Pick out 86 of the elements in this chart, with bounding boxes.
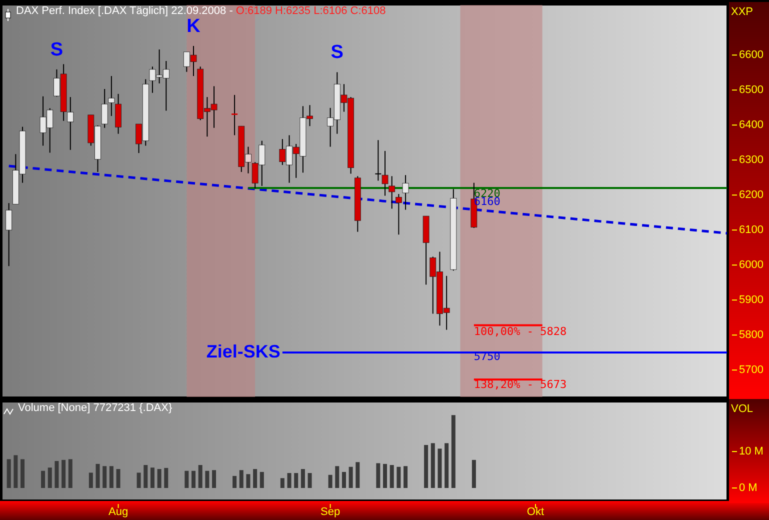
y-tick-label: 5800 [739,329,764,342]
bar [96,464,100,488]
bar [192,470,196,488]
bar [253,469,258,488]
annotation: Ziel-SKS [206,342,280,362]
annotation: S [50,39,64,60]
bar [150,468,154,488]
bar [280,478,284,488]
y-tick-label: 0 M [739,482,758,494]
y-tick-label: 6400 [739,119,764,132]
y-tick-label: 6300 [739,154,764,166]
bar [198,465,202,488]
annotation: 100,00% - 5828 [474,325,567,338]
y-tick-label: 6600 [739,49,764,62]
bar [20,459,25,488]
candlestick [232,94,238,136]
bar [424,444,428,488]
bar [472,460,476,488]
bar [430,443,435,488]
y-tick-label: 10 M [739,446,764,458]
y-tick-label: 6100 [739,224,764,236]
bar [62,460,66,488]
bar [438,448,442,488]
bar [164,468,168,488]
bar [48,468,52,488]
y-tick-label: 6000 [739,259,764,272]
bar [287,473,292,488]
bar [444,443,449,488]
bar [205,470,210,488]
bar [184,470,189,488]
bar [157,469,162,488]
candlestick [67,96,74,150]
bar [239,470,244,488]
bar [144,465,148,488]
x-tick-label: Sep [320,506,340,518]
bar [294,473,298,488]
bar [109,466,114,488]
y-tick-label: 6200 [739,189,764,202]
candlestick [375,140,382,182]
bar [41,470,46,488]
candlestick [396,194,402,236]
bar [328,474,332,488]
candlestick [388,176,396,210]
candlestick [108,76,115,116]
bar [396,466,401,488]
annotation: 5750 [474,350,500,364]
bar [404,466,408,488]
bar [383,464,388,488]
bar [348,466,353,488]
bar [300,469,305,488]
candlestick [115,93,122,134]
bar [212,470,216,488]
chart-title: DAX Perf. Index [.DAX Täglich] 22.09.2008 - [16,5,236,17]
y-axis-title: XXP [731,6,754,18]
y-tick-label: 6500 [739,84,764,96]
bar [88,472,93,488]
bar [308,473,312,488]
bar [102,466,107,488]
x-tick-label: Okt [526,506,544,518]
bar [451,415,456,488]
annotation: K [186,16,201,37]
bar [356,462,360,488]
bar [260,472,264,488]
bar [376,463,380,488]
bar [54,461,59,488]
candlestick [402,174,409,210]
bar [335,466,340,488]
bar [68,459,72,488]
candlestick [6,202,12,267]
bar [136,472,141,488]
bar [342,472,346,488]
chart-subtitle: O:6189 H:6235 L:6106 C:6108 [236,5,386,17]
bar [116,469,120,488]
y-axis-title: VOL [731,403,754,415]
bar [246,474,250,488]
bar [6,459,11,488]
y-tick-label: 5700 [739,364,764,376]
candlestick [101,88,108,128]
candlestick [382,150,388,196]
bar [232,476,237,488]
annotation: S [330,42,344,64]
x-tick-label: Aug [108,506,128,518]
y-tick-label: 5900 [739,294,764,306]
bar [390,465,394,488]
bar [14,455,18,488]
chart-title: Volume [None] 7727231 {.DAX} [18,402,172,414]
